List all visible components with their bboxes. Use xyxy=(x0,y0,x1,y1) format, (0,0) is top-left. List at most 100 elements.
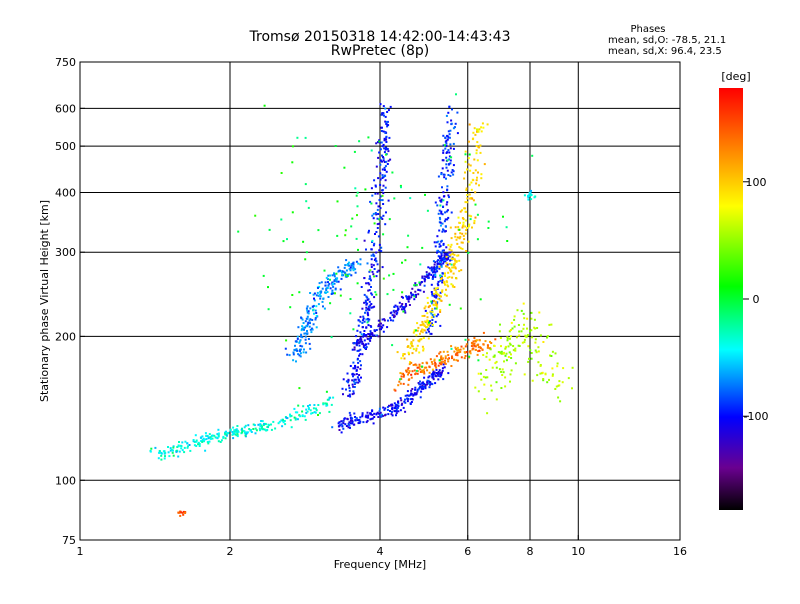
echo-point xyxy=(353,346,356,349)
echo-point xyxy=(388,274,391,277)
echo-point xyxy=(440,265,443,268)
echo-point xyxy=(365,306,368,309)
echo-point xyxy=(379,184,382,186)
echo-point xyxy=(200,440,203,442)
echo-point xyxy=(415,347,418,350)
echo-point xyxy=(447,136,450,139)
echo-point xyxy=(435,290,438,293)
echo-point xyxy=(263,428,266,431)
echo-point xyxy=(341,270,344,273)
echo-point xyxy=(423,324,426,327)
echo-point xyxy=(425,331,428,334)
echo-point xyxy=(391,314,394,317)
echo-point xyxy=(335,272,338,275)
echo-point xyxy=(441,259,444,262)
echo-point xyxy=(416,366,419,369)
echo-point xyxy=(368,277,371,280)
echo-point xyxy=(363,293,366,296)
echo-point xyxy=(557,384,560,387)
echo-point xyxy=(160,451,163,454)
echo-point xyxy=(421,365,424,368)
echo-point xyxy=(483,398,486,400)
echo-point xyxy=(445,280,448,283)
echo-point xyxy=(448,136,451,139)
echo-point xyxy=(289,306,292,309)
echo-point xyxy=(370,263,373,266)
echo-point xyxy=(441,257,444,260)
echo-point xyxy=(195,445,198,447)
echo-point xyxy=(373,305,376,308)
echo-point xyxy=(447,130,450,133)
echo-point xyxy=(518,334,521,337)
echo-point xyxy=(462,225,464,228)
echo-point xyxy=(210,434,213,437)
echo-point xyxy=(282,421,285,424)
echo-point xyxy=(363,330,366,332)
echo-point xyxy=(433,263,436,266)
echo-point xyxy=(437,298,440,301)
echo-point xyxy=(412,294,415,297)
echo-point xyxy=(461,209,463,212)
echo-point xyxy=(334,292,336,295)
echo-point xyxy=(366,296,369,299)
echo-point xyxy=(379,159,382,162)
echo-point xyxy=(257,423,260,426)
echo-point xyxy=(402,382,405,385)
echo-point xyxy=(359,320,362,323)
echo-point xyxy=(321,287,324,290)
echo-point xyxy=(313,297,315,300)
echo-point xyxy=(204,432,207,435)
echo-point xyxy=(309,328,312,331)
echo-point xyxy=(375,202,378,205)
echo-point xyxy=(460,269,463,272)
echo-point xyxy=(383,114,385,117)
echo-point xyxy=(485,355,488,358)
echo-point xyxy=(406,394,409,397)
echo-point xyxy=(181,449,184,452)
echo-point xyxy=(452,173,455,176)
echo-point xyxy=(476,339,478,342)
echo-point xyxy=(368,333,371,336)
echo-point xyxy=(408,363,411,366)
echo-point xyxy=(355,335,358,338)
echo-point xyxy=(371,239,374,242)
echo-point xyxy=(365,309,368,312)
echo-point xyxy=(550,355,553,357)
echo-point xyxy=(348,273,351,276)
echo-point xyxy=(379,172,382,175)
echo-point xyxy=(444,359,446,362)
echo-point xyxy=(465,187,468,190)
echo-point xyxy=(206,441,209,443)
echo-point xyxy=(511,327,514,330)
x-tick-label: 4 xyxy=(377,545,384,558)
echo-point xyxy=(434,382,437,385)
echo-point xyxy=(346,417,349,420)
echo-point xyxy=(436,282,439,285)
echo-point xyxy=(439,309,442,312)
echo-point xyxy=(359,367,362,370)
echo-point xyxy=(449,174,452,177)
echo-point xyxy=(383,139,386,142)
echo-point xyxy=(444,211,447,214)
echo-point xyxy=(178,450,181,453)
echo-point xyxy=(431,325,434,327)
y-tick-label: 75 xyxy=(62,534,76,547)
echo-point xyxy=(421,275,424,278)
echo-point xyxy=(539,334,542,337)
echo-point xyxy=(444,230,447,233)
echo-point xyxy=(562,367,565,370)
echo-point xyxy=(295,340,298,343)
echo-point xyxy=(442,350,445,353)
echo-point xyxy=(370,202,373,205)
echo-point xyxy=(381,326,384,329)
echo-point xyxy=(529,194,532,197)
echo-point xyxy=(463,177,466,180)
echo-point xyxy=(523,373,526,376)
echo-point xyxy=(334,287,337,290)
echo-point xyxy=(252,428,255,430)
echo-point xyxy=(439,279,442,282)
echo-point xyxy=(427,306,430,309)
echo-point xyxy=(378,140,381,143)
echo-point xyxy=(341,387,344,390)
echo-point xyxy=(346,275,349,277)
